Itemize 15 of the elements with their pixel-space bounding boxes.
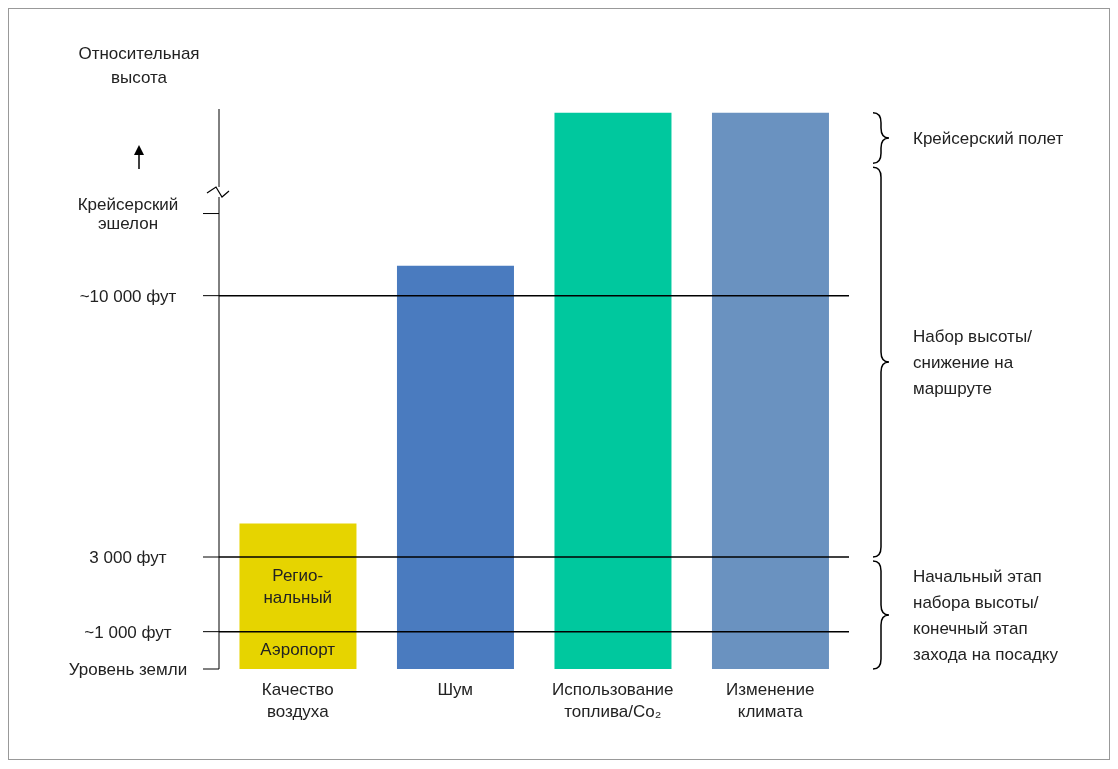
y-tick-label: 3 000 фут bbox=[89, 547, 167, 567]
x-tick-label: Качество воздуха bbox=[261, 680, 334, 721]
y-axis-title: Относительная высота bbox=[78, 44, 200, 87]
y-tick-label: Крейсерский эшелон bbox=[77, 194, 179, 233]
text: Начальный этап набора высоты/ конечный этап захода на посадку bbox=[913, 566, 1059, 664]
y-tick-label: ~1 000 фут bbox=[84, 622, 172, 642]
text: Крейсерский полет bbox=[913, 128, 1064, 148]
x-tick-label: Шум bbox=[437, 680, 474, 699]
annotation: Аэропорт bbox=[260, 639, 336, 659]
y-tick-label: ~10 000 фут bbox=[79, 286, 177, 306]
x-tick-label: Использование топлива/Co₂ bbox=[552, 680, 674, 721]
annotation: Регио-нальный bbox=[263, 565, 333, 607]
y-tick-label: Уровень земли bbox=[68, 659, 188, 679]
text: Набор высоты/ снижение на маршруте bbox=[913, 326, 1033, 398]
x-tick-label: Изменение климата bbox=[726, 680, 815, 721]
